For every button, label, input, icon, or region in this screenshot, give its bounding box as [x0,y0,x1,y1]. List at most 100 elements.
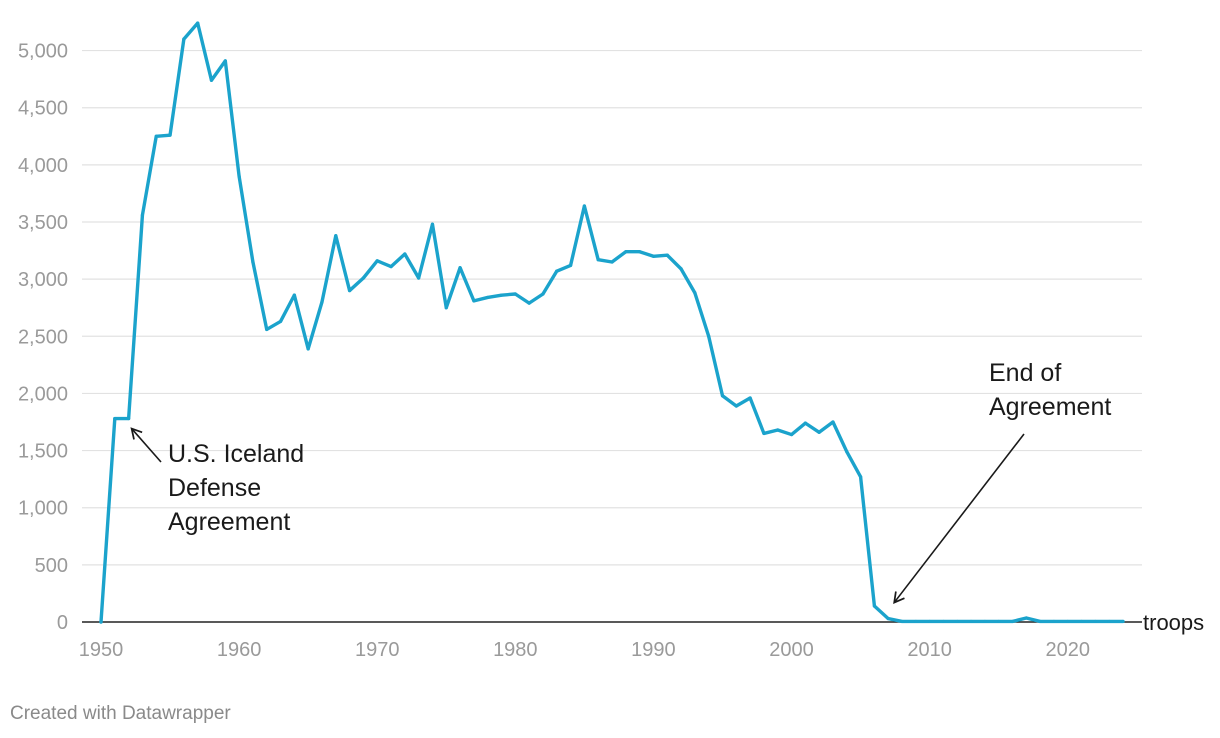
data-point [817,430,821,434]
data-point [638,250,642,254]
data-point [154,134,158,138]
x-tick-label: 2000 [769,639,814,661]
annotation-text-line: Defense [168,474,261,502]
data-point [872,604,877,608]
y-tick-label: 0 [57,612,68,634]
data-point [858,475,863,479]
data-point [265,327,269,332]
data-point [1038,619,1042,624]
data-point [347,288,352,293]
data-point [886,616,890,621]
series-layer [99,21,1125,624]
data-point [113,416,117,421]
data-point [1121,619,1125,624]
x-tick-label: 2010 [907,639,952,661]
data-point [651,254,656,258]
data-point [541,292,545,296]
y-tick-label: 2,000 [18,383,68,405]
y-tick-label: 500 [35,555,68,577]
data-point [1024,616,1028,620]
data-point [403,252,407,256]
data-point [486,295,490,300]
x-tick-label: 2020 [1046,639,1091,661]
data-point [596,258,600,262]
y-tick-label: 2,500 [18,326,68,348]
data-point [513,292,517,296]
unit-label: troops [1143,610,1204,635]
annotation-layer: U.S. Iceland Defense Agreement End of Agreem… [130,359,1111,604]
data-point [127,416,131,421]
annotation-text-line: End of [989,359,1061,387]
y-tick-label: 1,000 [18,498,68,520]
data-point [278,319,283,324]
data-point [900,619,904,624]
data-point [1093,619,1097,624]
data-point [679,267,683,271]
data-point [251,260,255,264]
annotation-arrow [893,433,1025,604]
y-tick-label: 3,000 [18,269,68,291]
data-point [734,404,738,408]
data-point [1079,619,1084,624]
y-axis: 0 500 1,000 1,500 2,000 2,500 3,000 3,500 4,000 4… [18,41,1204,635]
data-point [665,253,669,257]
data-point [914,619,918,624]
x-tick-label: 1980 [493,639,538,661]
data-point [720,394,725,398]
data-point [928,619,932,624]
annotation-text-line: Agreement [168,508,290,536]
data-point [969,619,973,624]
data-point [624,250,628,254]
data-point [334,234,338,238]
data-point [997,619,1001,624]
data-point [803,421,807,425]
data-point [223,59,227,63]
data-point [748,396,752,400]
data-point [1010,619,1015,624]
data-point [555,269,559,273]
data-point [1107,619,1111,624]
data-point [941,619,946,624]
x-tick-label: 1960 [217,639,262,661]
y-tick-label: 3,500 [18,212,68,234]
x-axis: 1950 1960 1970 1980 1990 2000 2010 2020 [79,639,1090,661]
y-tick-label: 1,500 [18,441,68,463]
data-point [983,619,987,624]
annotation-text-line: U.S. Iceland [168,440,304,468]
x-tick-label: 1970 [355,639,400,661]
data-point [417,276,421,280]
data-point [196,21,200,25]
data-point [1052,619,1056,624]
data-point [610,260,614,264]
data-point [209,78,214,82]
data-point [693,291,697,295]
x-tick-label: 1950 [79,639,124,661]
data-point [140,213,145,217]
data-point [707,334,711,338]
y-tick-label: 4,000 [18,155,68,177]
data-point [762,431,766,436]
data-point [168,133,172,137]
data-point [182,37,186,41]
grid-layer [82,49,1142,623]
data-point [237,174,241,178]
data-point [389,264,393,269]
data-point [527,301,531,305]
data-point [375,259,379,263]
data-point [361,276,366,280]
data-point [430,222,435,226]
credit-footer: Created with Datawrapper [10,703,231,724]
y-tick-label: 5,000 [18,41,68,63]
data-point [776,428,780,432]
y-tick-label: 4,500 [18,98,68,120]
data-point [444,306,448,310]
x-tick-label: 1990 [631,639,676,661]
data-point [99,620,103,624]
data-point [582,204,586,208]
data-point [568,263,573,268]
data-point [1066,619,1070,624]
data-point [845,450,849,454]
data-point [789,432,794,437]
